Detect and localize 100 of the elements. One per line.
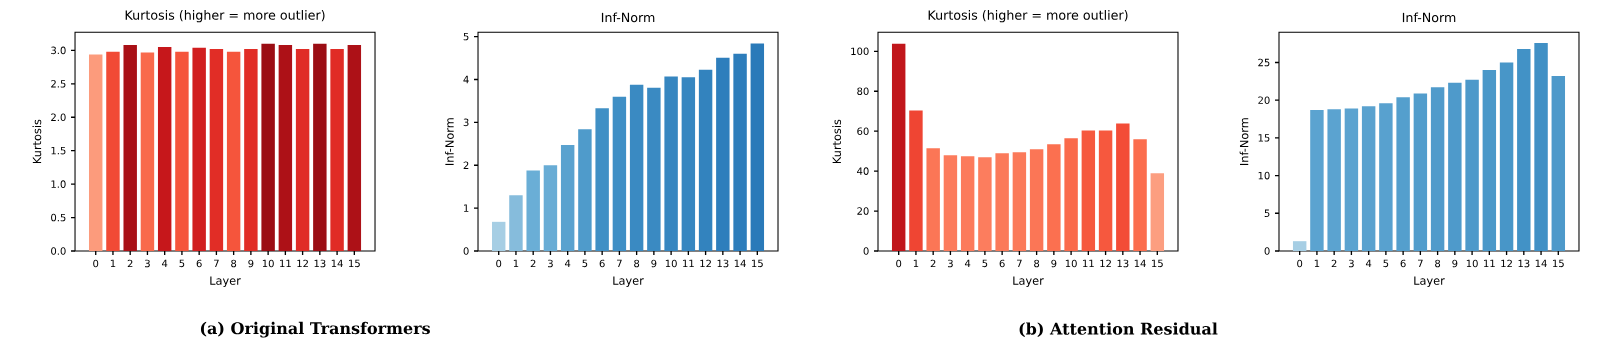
x-tick-label: 14: [734, 259, 746, 267]
x-tick-label: 14: [331, 259, 343, 267]
x-tick-label: 2: [930, 259, 936, 268]
bar: [543, 165, 558, 251]
bar: [612, 96, 627, 251]
x-tick-label: 15: [349, 259, 360, 268]
x-tick-label: 7: [1418, 259, 1423, 267]
x-axis-title: Layer: [613, 276, 644, 288]
bar: [1150, 173, 1165, 251]
x-tick-label: 4: [161, 259, 168, 267]
x-tick-label: 3: [145, 259, 150, 268]
x-tick-label: 12: [700, 259, 711, 268]
bar: [1517, 48, 1531, 251]
bar: [313, 43, 327, 251]
x-axis-title: Layer: [210, 276, 241, 288]
bar: [716, 57, 730, 251]
x-tick-label: 14: [1134, 259, 1146, 267]
bar: [578, 129, 592, 251]
x-tick-label: 4: [564, 259, 571, 267]
y-tick-label: 0: [463, 247, 469, 255]
y-tick-label: 25: [1258, 58, 1270, 67]
bar: [1344, 108, 1359, 251]
bar: [629, 84, 644, 251]
x-tick-label: 9: [1051, 259, 1057, 268]
y-axis-title: Inf-Norm: [445, 118, 454, 165]
x-tick-label: 2: [1331, 259, 1337, 268]
bar: [1379, 103, 1393, 251]
bar: [733, 53, 747, 251]
bar: [1396, 97, 1410, 251]
bar: [1310, 109, 1324, 251]
x-tick-label: 9: [651, 259, 657, 268]
bar: [1012, 152, 1027, 251]
y-tick-label: 5: [463, 32, 469, 41]
bar: [926, 148, 940, 251]
x-tick-label: 11: [1083, 259, 1094, 267]
bar: [1081, 130, 1096, 251]
x-tick-label: 10: [1065, 259, 1077, 268]
y-tick-label: 100: [851, 47, 869, 56]
bar: [1482, 70, 1497, 251]
bar: [1098, 130, 1113, 251]
y-tick-label: 0.0: [51, 247, 66, 255]
bar: [1029, 149, 1044, 251]
x-tick-label: 0: [93, 259, 99, 268]
bar: [295, 49, 310, 251]
x-tick-label: 2: [127, 259, 133, 268]
x-tick-label: 14: [1535, 259, 1547, 267]
bar: [1064, 138, 1078, 251]
x-tick-label: 6: [999, 259, 1005, 268]
x-tick-label: 13: [314, 259, 326, 268]
bar: [1534, 42, 1548, 251]
y-tick-label: 2.5: [51, 80, 66, 88]
y-tick-label: 0: [863, 247, 869, 255]
x-tick-label: 5: [582, 259, 588, 268]
y-tick-label: 1.0: [51, 180, 66, 188]
bar: [891, 43, 906, 251]
bar: [698, 69, 713, 251]
text: (b) Attention Residual: [1019, 322, 1218, 338]
bar: [140, 52, 155, 251]
y-tick-label: 5: [1264, 209, 1270, 218]
bar: [509, 195, 523, 251]
bar: [1327, 109, 1341, 251]
x-tick-label: 5: [179, 259, 185, 268]
y-tick-label: 80: [857, 87, 869, 96]
x-tick-label: 15: [1152, 259, 1163, 268]
y-axis-title: Kurtosis: [32, 119, 42, 164]
x-tick-label: 4: [964, 259, 971, 267]
x-tick-label: 10: [1466, 259, 1478, 268]
bar: [909, 110, 923, 251]
x-tick-label: 4: [1365, 259, 1372, 267]
bar: [526, 170, 540, 251]
x-tick-label: 11: [280, 259, 291, 267]
x-tick-label: 7: [214, 259, 219, 267]
bar: [995, 153, 1009, 251]
y-tick-label: 3: [463, 118, 469, 127]
x-tick-label: 8: [231, 259, 237, 268]
x-tick-label: 3: [947, 259, 953, 268]
x-tick-label: 15: [752, 259, 763, 268]
bar: [278, 45, 293, 251]
y-axis-title: Kurtosis: [832, 119, 842, 164]
x-tick-label: 2: [530, 259, 536, 268]
bar: [750, 43, 765, 251]
bar: [175, 51, 189, 251]
bar: [978, 157, 992, 251]
x-tick-label: 9: [248, 259, 254, 268]
x-tick-label: 12: [1501, 259, 1512, 268]
x-tick-label: 10: [262, 259, 274, 268]
x-tick-label: 13: [1518, 259, 1530, 268]
x-axis-title: Layer: [1013, 276, 1044, 288]
bar: [647, 87, 661, 251]
y-tick-label: 2.0: [51, 113, 66, 122]
y-tick-label: 0: [1264, 247, 1270, 255]
y-tick-label: 60: [857, 127, 869, 135]
bar: [106, 51, 120, 251]
x-tick-label: 7: [1017, 259, 1022, 267]
bar: [681, 77, 696, 251]
x-tick-label: 11: [1484, 259, 1495, 267]
bar: [1430, 87, 1445, 251]
x-tick-label: 0: [896, 259, 902, 268]
y-tick-label: 20: [1258, 96, 1270, 104]
y-tick-label: 40: [857, 167, 869, 175]
